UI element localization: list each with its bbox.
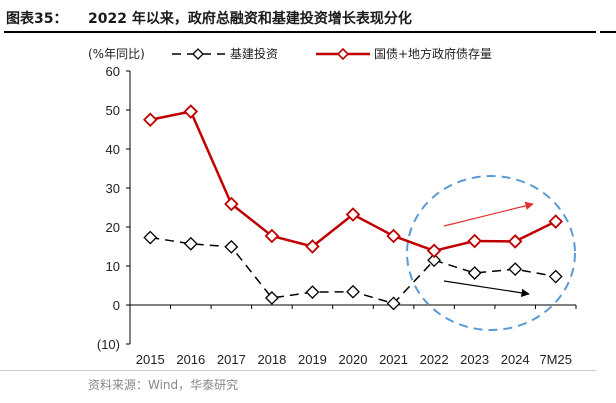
x-tick-label: 2015 bbox=[136, 352, 165, 367]
y-tick-label: 10 bbox=[106, 259, 120, 274]
x-tick-label: 2019 bbox=[298, 352, 327, 367]
data-point-marker bbox=[224, 239, 239, 254]
data-point-marker bbox=[467, 233, 482, 249]
y-tick-label: (10) bbox=[97, 337, 120, 352]
data-point-marker bbox=[305, 285, 320, 300]
data-point-marker bbox=[346, 284, 360, 299]
data-point-marker bbox=[507, 234, 523, 249]
data-point-marker bbox=[386, 296, 401, 311]
title-rule-right bbox=[600, 31, 616, 33]
series-line bbox=[150, 110, 557, 253]
x-tick-label: 2023 bbox=[460, 352, 489, 367]
data-point-marker bbox=[305, 239, 320, 254]
chart-title: 2022 年以来，政府总融资和基建投资增长表现分化 bbox=[88, 11, 412, 27]
source-rule bbox=[0, 370, 596, 371]
data-point-marker bbox=[548, 214, 563, 229]
data-point-marker bbox=[264, 291, 279, 305]
source-note: 资料来源：Wind，华泰研究 bbox=[88, 378, 239, 392]
data-point-marker bbox=[224, 196, 239, 212]
annotations bbox=[406, 175, 576, 331]
data-point-marker bbox=[183, 236, 198, 251]
x-tick-label: 2024 bbox=[501, 352, 530, 367]
data-point-marker bbox=[426, 243, 442, 259]
data-point-marker bbox=[345, 207, 361, 222]
trend-down-arrow bbox=[443, 280, 530, 298]
data-point-marker bbox=[508, 262, 523, 277]
y-tick-label: 50 bbox=[106, 103, 120, 118]
x-tick-label: 2018 bbox=[257, 352, 286, 367]
title-bar: 图表35： 2022 年以来，政府总融资和基建投资增长表现分化 bbox=[0, 0, 616, 36]
data-point-marker bbox=[427, 253, 442, 268]
data-point-marker bbox=[548, 269, 563, 284]
y-tick-label: 0 bbox=[113, 298, 120, 313]
line-chart: 基建投资 国债+地方政府债存量 (%年同比) (10) 0 10 20 30 40 50 60 2… bbox=[88, 46, 577, 367]
legend: 基建投资 国债+地方政府债存量 bbox=[172, 46, 492, 61]
x-tick-label: 2022 bbox=[420, 352, 449, 367]
highlight-ellipse bbox=[406, 175, 576, 331]
legend-label-bonds: 国债+地方政府债存量 bbox=[374, 46, 492, 61]
data-point-marker bbox=[183, 104, 199, 119]
legend-marker-bonds bbox=[336, 47, 350, 61]
legend-marker-infrastructure bbox=[192, 48, 204, 60]
x-tick-label: 2016 bbox=[176, 352, 205, 367]
legend-label-infrastructure: 基建投资 bbox=[230, 46, 278, 61]
x-tick-label: 2020 bbox=[339, 352, 368, 367]
figure-label: 图表35： bbox=[6, 11, 68, 27]
unit-label: (%年同比) bbox=[88, 47, 145, 61]
y-tick-label: 20 bbox=[106, 220, 120, 235]
data-point-marker bbox=[264, 228, 280, 244]
series-group bbox=[143, 104, 563, 311]
x-tick-label: 7M25 bbox=[539, 352, 572, 367]
data-point-marker bbox=[467, 266, 482, 280]
trend-up-arrow bbox=[443, 201, 534, 227]
y-tick-label: 60 bbox=[106, 64, 120, 79]
axes: (10) 0 10 20 30 40 50 60 2015 2016 2017 2018 2019 202… bbox=[97, 64, 577, 367]
x-tick-label: 2021 bbox=[379, 352, 408, 367]
title-rule bbox=[4, 31, 596, 33]
data-point-marker bbox=[143, 230, 158, 245]
x-tick-label: 2017 bbox=[217, 352, 246, 367]
y-tick-label: 40 bbox=[106, 142, 120, 157]
y-tick-label: 30 bbox=[106, 181, 120, 196]
data-point-marker bbox=[386, 228, 401, 244]
data-point-marker bbox=[143, 112, 158, 128]
